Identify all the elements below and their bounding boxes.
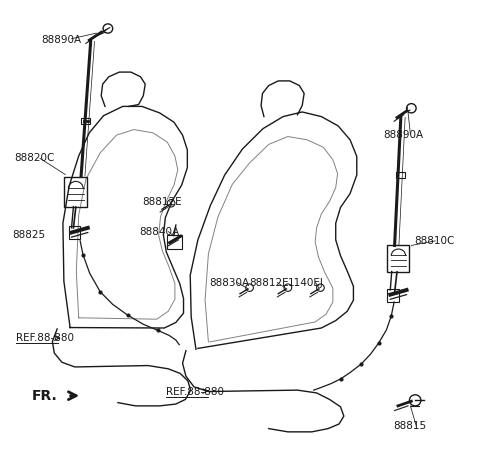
Text: FR.: FR. (32, 389, 58, 403)
Text: 88890A: 88890A (384, 130, 424, 140)
Text: 88830A: 88830A (209, 279, 249, 288)
Text: 88815: 88815 (393, 421, 426, 432)
FancyBboxPatch shape (387, 245, 409, 272)
Text: 88812E: 88812E (142, 197, 181, 207)
Bar (81, 118, 90, 125)
Text: 88812E: 88812E (250, 279, 289, 288)
Text: 88810C: 88810C (415, 236, 455, 246)
Text: 88820C: 88820C (14, 153, 54, 163)
Bar (387, 289, 399, 302)
Text: 88840A: 88840A (140, 227, 180, 238)
Text: 1140EJ: 1140EJ (288, 279, 324, 288)
Text: REF.88-880: REF.88-880 (166, 387, 224, 398)
Text: REF.88-880: REF.88-880 (16, 333, 74, 343)
Text: 88825: 88825 (12, 230, 46, 240)
Bar (69, 226, 80, 239)
FancyBboxPatch shape (64, 177, 87, 207)
Bar (396, 172, 405, 178)
Text: 88890A: 88890A (41, 35, 82, 45)
Bar (167, 235, 181, 249)
